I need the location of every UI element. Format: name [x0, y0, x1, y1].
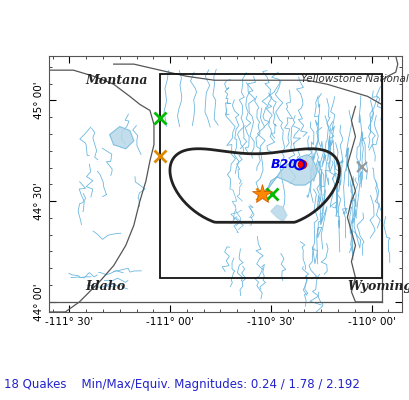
Text: Idaho: Idaho [85, 280, 126, 293]
Polygon shape [109, 126, 133, 149]
Polygon shape [266, 155, 317, 191]
Polygon shape [270, 205, 286, 221]
Text: B20: B20 [270, 158, 297, 171]
Text: Yellowstone National Park: Yellowstone National Park [300, 74, 409, 84]
Bar [160, 74, 381, 278]
Text: 18 Quakes    Min/Max/Equiv. Magnitudes: 0.24 / 1.78 / 2.192: 18 Quakes Min/Max/Equiv. Magnitudes: 0.2… [4, 378, 359, 391]
Text: Wyoming: Wyoming [346, 280, 409, 293]
Text: Montana: Montana [85, 74, 148, 87]
